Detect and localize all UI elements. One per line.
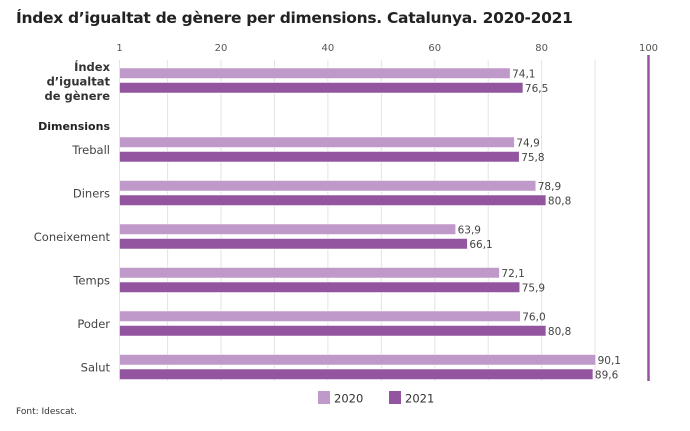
category-label: Índex — [74, 59, 110, 74]
category-label: Diners — [73, 187, 110, 201]
bar-2020 — [119, 67, 511, 79]
bar-2021 — [119, 194, 547, 206]
data-label: 80,8 — [548, 196, 571, 208]
chart-title: Índex d’igualtat de gènere per dimension… — [16, 9, 573, 27]
data-label: 89,6 — [595, 370, 619, 382]
category-label: Salut — [81, 361, 111, 375]
bar-2020 — [119, 310, 521, 322]
data-label: 66,1 — [469, 239, 492, 251]
category-label: Poder — [77, 317, 110, 331]
group-heading: Dimensions — [38, 120, 110, 133]
x-tick-label: 40 — [322, 43, 335, 54]
data-label: 76,0 — [522, 312, 545, 324]
x-tick-label: 60 — [428, 43, 441, 54]
data-label: 75,8 — [521, 152, 544, 164]
legend-swatch-2021 — [389, 391, 401, 404]
bar-2020 — [119, 223, 456, 235]
data-label: 74,9 — [516, 138, 539, 150]
bar-2020 — [119, 136, 515, 148]
bar-2021 — [119, 238, 468, 250]
category-label: d’igualtat — [47, 75, 111, 89]
bar-2020 — [119, 267, 500, 279]
bar-2021 — [119, 281, 520, 293]
data-label: 75,9 — [522, 283, 545, 295]
data-label: 63,9 — [458, 225, 481, 237]
data-label: 72,1 — [501, 268, 524, 280]
data-label: 76,5 — [525, 83, 548, 95]
category-label: Treball — [71, 143, 110, 157]
bar-2021 — [119, 151, 520, 163]
bar-2021 — [119, 325, 547, 337]
x-tick-label: 20 — [215, 43, 228, 54]
category-label: Temps — [72, 274, 110, 288]
x-tick-label: 100 — [639, 43, 658, 54]
legend-label: 2020 — [334, 392, 363, 406]
source-note: Font: Idescat. — [16, 407, 77, 417]
bar-2021 — [119, 368, 594, 380]
x-tick-label: 80 — [535, 43, 548, 54]
category-label: Coneixement — [34, 230, 111, 244]
data-label: 74,1 — [512, 69, 535, 81]
bar-2021 — [119, 82, 524, 94]
legend-label: 2021 — [405, 392, 434, 406]
bar-2020 — [119, 354, 596, 366]
legend-swatch-2020 — [318, 391, 330, 404]
data-label: 78,9 — [538, 181, 561, 193]
data-label: 90,1 — [598, 355, 621, 367]
data-label: 80,8 — [548, 326, 571, 338]
x-tick-label: 1 — [116, 43, 122, 54]
bar-2020 — [119, 180, 537, 192]
category-label: de gènere — [44, 89, 110, 103]
